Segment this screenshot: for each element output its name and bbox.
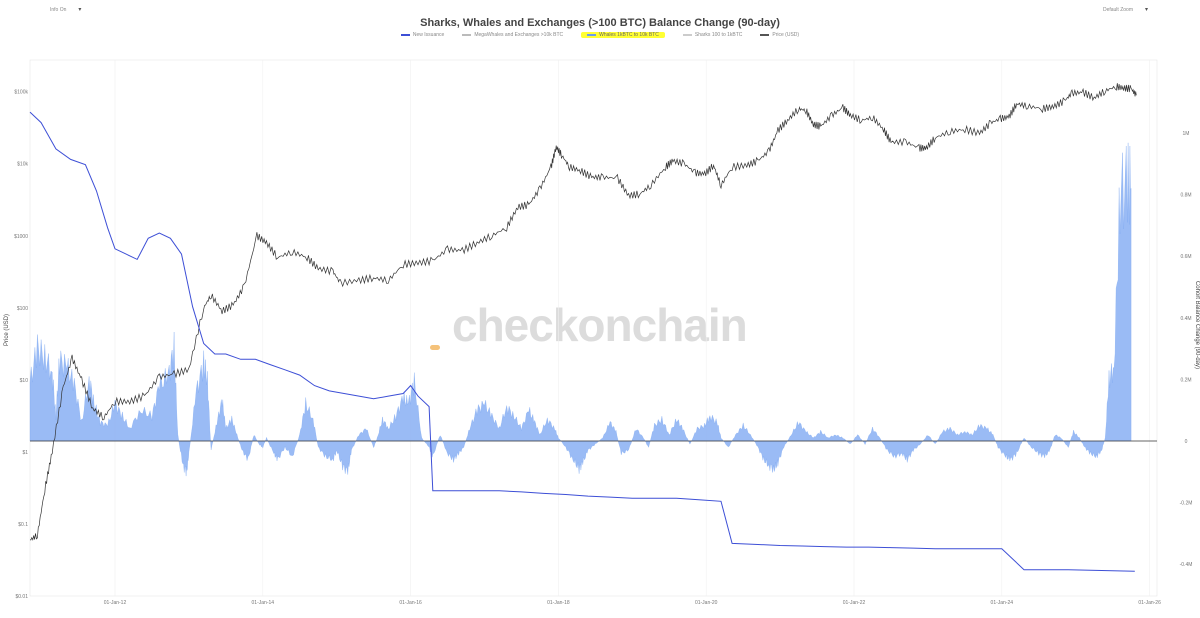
y-left-tick-label: $100 [17, 306, 28, 312]
plot-frame [29, 59, 1158, 597]
new-issuance-line [29, 111, 1135, 572]
x-tick-label: 01-Jan-24 [991, 600, 1014, 606]
legend-label: MegaWhales and Exchanges >10k BTC [474, 32, 564, 38]
legend-label: Sharks 100 to 1kBTC [694, 32, 743, 38]
x-tick-label: 01-Jan-12 [104, 600, 127, 606]
timeframe-label: Info On [50, 6, 67, 13]
y-right-tick-label: -0.2M [1180, 501, 1193, 507]
y-left-tick-label: $1000 [14, 234, 28, 240]
x-tick-label: 01-Jan-18 [547, 600, 570, 606]
timeframe-control[interactable]: Info On ▾ [50, 6, 82, 14]
legend-item[interactable]: Price (USD) [760, 32, 799, 38]
y-left-axis-label: Price (USD) [4, 314, 10, 346]
legend-swatch [462, 34, 472, 36]
x-tick-label: 01-Jan-20 [695, 600, 718, 606]
y-right-tick-label: 0.6M [1180, 254, 1191, 260]
y-left-tick-label: $0.1 [18, 522, 28, 528]
x-tick-label: 01-Jan-26 [1138, 600, 1161, 606]
y-right-tick-label: 0.2M [1180, 377, 1191, 383]
legend-swatch [400, 34, 410, 36]
zoom-label: Default Zoom [1102, 6, 1133, 13]
y-left-tick-label: $100k [14, 90, 28, 96]
legend-item[interactable]: Whales 1kBTC to 10k BTC [581, 32, 665, 38]
legend-label: Whales 1kBTC to 10k BTC [599, 32, 659, 38]
x-tick-label: 01-Jan-16 [399, 600, 422, 606]
legend-swatch [682, 34, 692, 36]
legend-label: Price (USD) [772, 32, 800, 38]
price-line [30, 83, 1137, 541]
y-left-tick-label: $10 [20, 378, 29, 384]
y-right-axis-label: Cohort Balance Change (90-day) [1194, 281, 1200, 369]
y-right-tick-label: 0.4M [1180, 316, 1191, 322]
y-right-tick-label: -0.4M [1180, 562, 1193, 568]
x-tick-label: 01-Jan-22 [843, 600, 866, 606]
legend-item[interactable]: Sharks 100 to 1kBTC [682, 32, 743, 38]
y-left-tick-label: $10k [17, 162, 28, 168]
y-left-tick-label: $1 [22, 450, 28, 456]
legend-swatch [760, 34, 770, 36]
checkonchain-watermark: checkonchain [452, 299, 748, 351]
watermark-logo-mark [430, 345, 440, 350]
chevron-down-icon[interactable]: ▾ [1144, 7, 1148, 13]
zoom-control[interactable]: Default Zoom ▾ [1102, 6, 1148, 14]
y-right-tick-label: 0 [1185, 439, 1188, 445]
legend-label: New Issuance [412, 32, 445, 38]
chart-title: Sharks, Whales and Exchanges (>100 BTC) … [420, 17, 780, 29]
chevron-down-icon[interactable]: ▾ [78, 7, 82, 13]
legend-swatch [587, 34, 597, 36]
y-right-tick-label: 1M [1183, 131, 1190, 137]
y-right-tick-label: 0.8M [1180, 193, 1191, 199]
y-left-tick-label: $0.01 [15, 594, 28, 600]
x-tick-label: 01-Jan-14 [252, 600, 275, 606]
legend-item[interactable]: MegaWhales and Exchanges >10k BTC [462, 32, 563, 38]
chart-legend: New Issuance MegaWhales and Exchanges >10… [0, 32, 1200, 38]
whales-balance-area [29, 142, 1132, 477]
legend-item[interactable]: New Issuance [400, 32, 445, 38]
